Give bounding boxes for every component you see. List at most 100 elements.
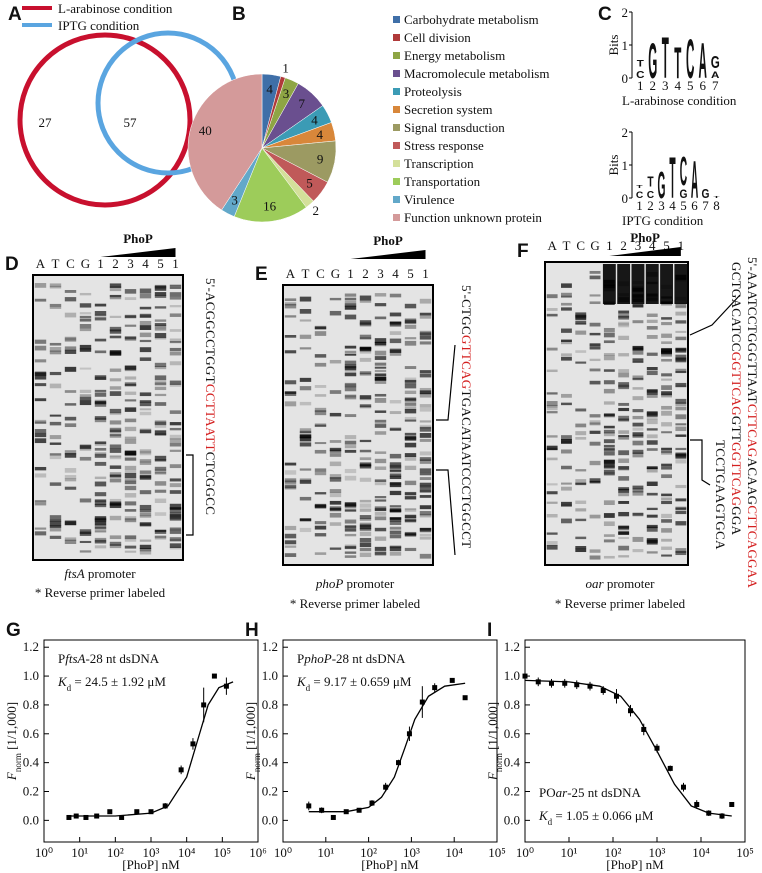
- gel-band: [64, 390, 77, 393]
- gel-band: [618, 322, 630, 328]
- gel-band: [34, 419, 47, 424]
- gel-band: [419, 495, 432, 498]
- panel-label: C: [598, 4, 612, 25]
- data-point: [83, 814, 89, 820]
- y-tick-label: 0.4: [504, 755, 521, 770]
- data-point: [694, 801, 700, 807]
- gel-band: [169, 543, 182, 548]
- gel-band: [618, 407, 630, 412]
- gel-band: [94, 338, 107, 342]
- gel-band: [139, 306, 152, 310]
- gel-band: [359, 499, 372, 503]
- gel-band: [154, 365, 167, 370]
- gel-band: [589, 480, 601, 484]
- gel-band: [575, 546, 587, 550]
- gel-band: [314, 394, 327, 397]
- gel-band: [154, 306, 167, 309]
- data-point: [73, 813, 79, 819]
- lane-label: 2: [112, 256, 119, 271]
- gel-band: [404, 531, 417, 536]
- gel-band: [646, 319, 658, 323]
- gel-band: [632, 449, 644, 454]
- gel-band: [389, 312, 402, 317]
- gel-band: [284, 480, 297, 485]
- gel-band: [49, 347, 62, 352]
- gel-band: [618, 353, 630, 357]
- data-point: [107, 809, 113, 815]
- gel-band: [139, 550, 152, 555]
- gel-band: [109, 391, 122, 396]
- gel-band: [603, 463, 615, 468]
- gel-band: [618, 555, 630, 558]
- legend-swatch: [393, 34, 400, 41]
- gel-band: [79, 389, 92, 394]
- gel-band: [374, 499, 387, 502]
- gel-band: [314, 471, 327, 476]
- gel-band: [675, 498, 687, 502]
- note: * Reverse primer labeled: [555, 596, 686, 611]
- gel-band: [661, 378, 672, 381]
- promoter-label: ftsA promoter: [64, 566, 136, 581]
- gel-band: [661, 466, 672, 470]
- gel-band: [154, 375, 167, 381]
- legend-label: L-arabinose condition: [58, 1, 173, 16]
- gel-band: [139, 411, 152, 416]
- gel-band: [618, 436, 630, 440]
- slice-label: 5: [306, 175, 313, 190]
- gel-band: [109, 294, 122, 300]
- data-point: [587, 683, 593, 689]
- gel-band: [632, 347, 644, 351]
- gel-band: [675, 330, 687, 333]
- gel-band: [299, 432, 312, 436]
- gel-band: [124, 399, 137, 402]
- lane-label: 2: [362, 266, 369, 281]
- gel-band: [124, 426, 137, 432]
- gel-band: [618, 321, 630, 326]
- legend-swatch: [393, 70, 400, 77]
- gel-band: [109, 329, 122, 334]
- gel-band: [675, 368, 687, 373]
- gel-band: [603, 521, 615, 527]
- gel-band: [299, 479, 312, 484]
- gel-band: [169, 329, 182, 332]
- gel-band: [359, 404, 372, 408]
- gel-band: [169, 509, 182, 513]
- gel-band: [675, 398, 687, 404]
- slice-label: 1: [282, 61, 289, 76]
- gel-band: [404, 366, 417, 370]
- data-point: [600, 688, 606, 693]
- gel-band: [632, 358, 644, 361]
- gel-band: [329, 453, 342, 457]
- logo-title: L-arabinose condition: [622, 93, 737, 108]
- gel-band: [79, 315, 92, 319]
- gel-band: [49, 283, 62, 288]
- gel-band: [632, 409, 644, 413]
- data-point: [562, 680, 568, 686]
- gel-band: [64, 403, 77, 406]
- position-label: 7: [712, 78, 719, 93]
- gel-band: [374, 362, 387, 366]
- gel-band: [109, 444, 122, 449]
- gel-band: [359, 347, 372, 352]
- gel-band: [575, 479, 587, 485]
- gel-band: [389, 322, 402, 327]
- gel-band: [374, 410, 387, 413]
- gel-band: [359, 323, 372, 327]
- gel-band: [374, 303, 387, 307]
- gel-band: [561, 402, 572, 406]
- text-segment: PO: [539, 785, 556, 800]
- lane-label: A: [286, 266, 296, 281]
- gel-band: [404, 516, 417, 521]
- gel-band: [314, 331, 327, 336]
- gel-band: [284, 380, 297, 385]
- gel-band: [139, 509, 152, 513]
- gel-band: [561, 501, 572, 507]
- logo-letter: C: [647, 190, 655, 201]
- gel-band: [546, 491, 558, 495]
- data-point: [406, 731, 412, 737]
- gel-band: [603, 340, 615, 344]
- gel-band: [632, 415, 644, 420]
- gel-band: [661, 393, 672, 398]
- legend-swatch: [393, 52, 400, 59]
- gel-band: [561, 295, 572, 298]
